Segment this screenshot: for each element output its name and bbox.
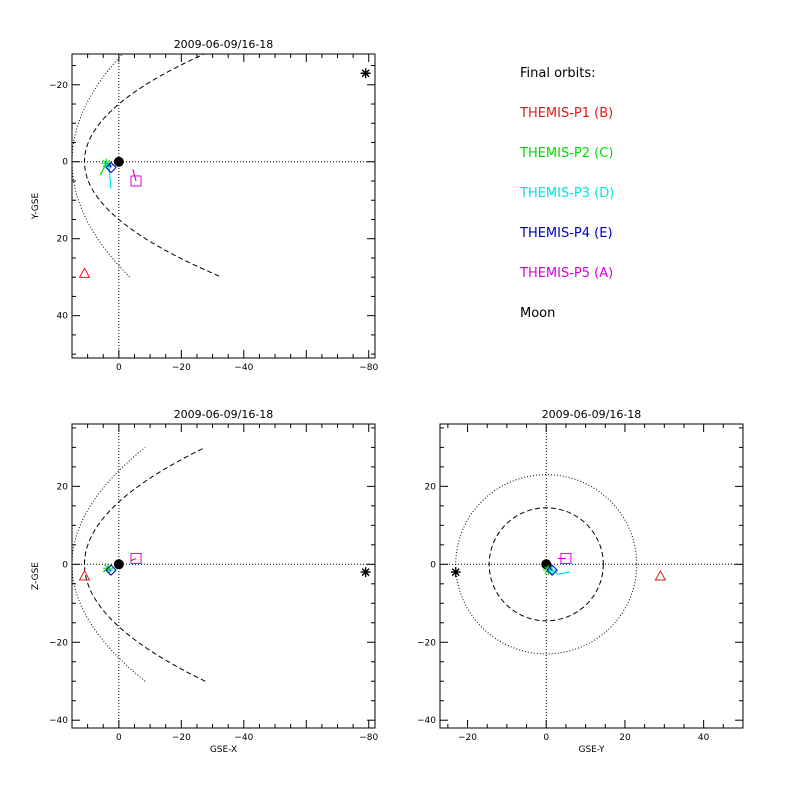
plot-title: 2009-06-09/16-18	[174, 38, 274, 51]
y-tick-label: −20	[417, 638, 436, 648]
plot-panel-1: 2009-06-09/16-18 Y-GSE 0 −20 −40 −80 −20 0 20 40	[31, 38, 379, 373]
moon-marker	[360, 567, 371, 578]
themis-p4-e-track	[549, 567, 553, 571]
earth-marker	[113, 559, 124, 570]
legend-item-p3: THEMIS-P3 (D)	[520, 186, 615, 201]
x-axis-label: GSE-X	[210, 745, 237, 755]
legend-item-p1: THEMIS-P1 (B)	[520, 106, 614, 121]
y-tick-label: 0	[430, 560, 436, 570]
y-axis-label: Y-GSE	[31, 193, 41, 221]
themis-p1-b-marker	[654, 569, 667, 581]
themis-p3-d-marker	[104, 160, 115, 171]
earth-marker	[541, 559, 552, 570]
themis-p5-a-marker	[130, 552, 142, 564]
y-tick-label: 0	[62, 560, 68, 570]
x-tick-label: 40	[698, 733, 710, 743]
x-tick-label: −80	[359, 733, 378, 743]
x-tick-label: 0	[116, 733, 122, 743]
x-tick-label: 20	[619, 733, 631, 743]
moon-marker	[450, 567, 461, 578]
themis-p5-a-marker	[130, 175, 142, 187]
y-tick-label: −20	[49, 638, 68, 648]
y-tick-label: 20	[57, 482, 69, 492]
y-tick-label: −20	[49, 81, 68, 91]
legend-title: Final orbits:	[520, 66, 596, 81]
themis-p4-e-marker	[105, 564, 117, 576]
legend-item-moon: Moon	[520, 306, 556, 321]
themis-p3-d-marker	[547, 565, 558, 576]
x-tick-label: −40	[234, 733, 253, 743]
plot-area	[72, 424, 375, 728]
magnetopause-circle	[488, 507, 604, 622]
plot-area	[72, 54, 375, 358]
legend-item-p2: THEMIS-P2 (C)	[520, 146, 614, 161]
plot-frame	[71, 423, 376, 729]
magnetopause-line	[84, 54, 223, 278]
y-tick-label: 20	[57, 235, 69, 245]
moon-marker	[360, 68, 371, 79]
legend: Final orbits: THEMIS-P1 (B) THEMIS-P2 (C…	[520, 66, 780, 346]
y-tick-label: −40	[417, 716, 436, 726]
magnetopause-line	[84, 446, 206, 682]
earth-marker	[113, 156, 124, 167]
x-tick-label: 0	[116, 363, 122, 373]
y-tick-label: 0	[62, 158, 68, 168]
plot-title: 2009-06-09/16-18	[542, 408, 642, 421]
y-axis-label: Z-GSE	[31, 562, 41, 590]
plot-area	[440, 424, 743, 728]
x-tick-label: −20	[172, 733, 191, 743]
x-tick-label: −80	[359, 363, 378, 373]
themis-p1-b-marker	[78, 267, 91, 278]
y-tick-label: 20	[425, 482, 437, 492]
x-tick-label: −40	[234, 363, 253, 373]
plot-title: 2009-06-09/16-18	[174, 408, 274, 421]
themis-p4-e-marker	[105, 161, 117, 174]
legend-item-p5: THEMIS-P5 (A)	[520, 266, 614, 281]
x-tick-label: −20	[458, 733, 477, 743]
themis-p5-a-marker	[560, 552, 572, 564]
plot-panel-3: 2009-06-09/16-18 GSE-Y −20 0 20 40 −40 −20 0 20	[417, 408, 744, 755]
y-tick-label: −40	[49, 716, 68, 726]
themis-p5-a-track	[132, 169, 137, 182]
bow-shock-circle	[455, 474, 638, 655]
plot-panel-2: 2009-06-09/16-18 GSE-X Z-GSE 0 −20 −40 −80 −40 −…	[31, 408, 379, 755]
x-axis-label: GSE-Y	[578, 745, 605, 755]
plot-frame	[439, 423, 744, 729]
x-tick-label: −20	[172, 363, 191, 373]
legend-item-p4: THEMIS-P4 (E)	[520, 226, 613, 241]
plot-frame	[71, 53, 376, 359]
y-tick-label: 40	[57, 312, 69, 322]
themis-p4-e-marker	[546, 564, 558, 576]
x-tick-label: 0	[543, 733, 549, 743]
themis-p5-a-track	[131, 557, 137, 561]
themis-p1-b-marker	[78, 569, 91, 581]
